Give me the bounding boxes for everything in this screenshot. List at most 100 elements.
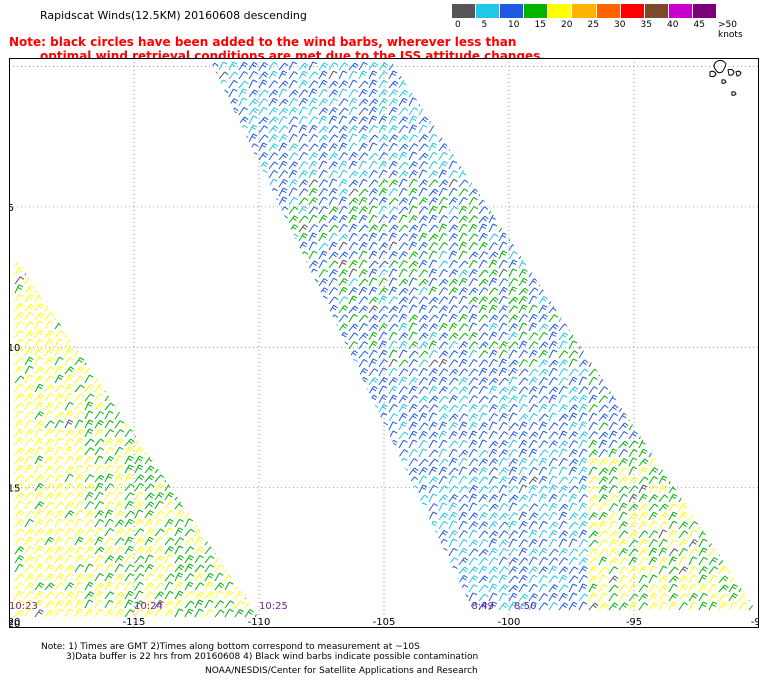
wind-barb bbox=[638, 511, 648, 521]
wind-barb bbox=[124, 554, 134, 564]
wind-barb bbox=[278, 134, 288, 143]
wind-barb bbox=[368, 260, 379, 269]
wind-barb bbox=[698, 538, 708, 548]
wind-barb bbox=[618, 458, 628, 467]
wind-barb bbox=[448, 421, 458, 431]
wind-barb bbox=[94, 491, 104, 501]
wind-barb bbox=[94, 546, 105, 555]
wind-barb bbox=[154, 483, 165, 492]
wind-barb bbox=[518, 484, 528, 494]
wind-barb bbox=[358, 322, 368, 332]
wind-barb bbox=[278, 152, 289, 161]
wind-barb bbox=[164, 573, 175, 582]
wind-barb bbox=[418, 259, 428, 269]
wind-barb bbox=[448, 332, 459, 341]
wind-barb bbox=[448, 259, 458, 269]
wind-barb bbox=[348, 332, 359, 341]
wind-barb bbox=[648, 584, 659, 593]
wind-barb bbox=[368, 205, 378, 215]
wind-barb bbox=[418, 134, 429, 143]
wind-barb bbox=[124, 545, 134, 555]
chart-title: Rapidscat Winds(12.5KM) 20160608 descend… bbox=[40, 9, 307, 22]
wind-barb bbox=[308, 250, 318, 260]
wind-barb bbox=[468, 413, 479, 422]
wind-barb bbox=[418, 215, 429, 224]
wind-barb bbox=[398, 233, 409, 242]
wind-barb bbox=[558, 493, 568, 503]
wind-barb bbox=[398, 287, 409, 296]
wind-barb bbox=[438, 341, 449, 350]
wind-barb bbox=[288, 116, 299, 125]
wind-barb bbox=[368, 340, 378, 350]
wind-barb bbox=[448, 187, 458, 197]
wind-barb bbox=[488, 538, 498, 548]
wind-barb bbox=[14, 347, 24, 357]
wind-barb bbox=[418, 197, 429, 206]
wind-barb bbox=[24, 330, 35, 339]
wind-barb bbox=[508, 376, 518, 386]
wind-barb bbox=[64, 599, 74, 609]
wind-barb bbox=[94, 554, 104, 564]
wind-barb bbox=[104, 572, 114, 582]
wind-barb bbox=[64, 446, 74, 456]
wind-barb bbox=[34, 537, 45, 546]
wind-barb bbox=[84, 374, 94, 384]
wind-barb bbox=[114, 510, 125, 519]
wind-barb bbox=[638, 602, 649, 611]
wind-barb bbox=[468, 493, 478, 503]
wind-barb bbox=[588, 539, 599, 548]
wind-barb bbox=[388, 377, 398, 386]
wind-barb bbox=[14, 519, 25, 528]
wind-barb bbox=[358, 88, 368, 98]
wind-barb bbox=[418, 286, 428, 296]
wind-barb bbox=[678, 593, 689, 602]
wind-barb bbox=[368, 142, 378, 152]
wind-barb bbox=[598, 556, 608, 566]
legend-label: 10 bbox=[508, 20, 520, 30]
wind-barb bbox=[598, 566, 609, 575]
wind-barb bbox=[698, 547, 708, 557]
wind-barb bbox=[184, 528, 195, 537]
wind-barb bbox=[228, 88, 238, 98]
wind-barb bbox=[578, 431, 589, 440]
wind-barb bbox=[54, 393, 65, 402]
wind-barb bbox=[398, 206, 409, 215]
wind-barb bbox=[578, 403, 588, 413]
wind-barb bbox=[318, 70, 328, 80]
wind-barb bbox=[328, 98, 338, 107]
wind-barb bbox=[598, 467, 609, 476]
wind-barb bbox=[528, 566, 539, 575]
wind-barb bbox=[328, 187, 338, 197]
wind-barb bbox=[328, 161, 339, 170]
wind-barb bbox=[388, 385, 398, 395]
wind-barb bbox=[328, 196, 338, 206]
wind-barb bbox=[418, 475, 428, 485]
wind-barb bbox=[658, 503, 669, 512]
wind-barb bbox=[468, 502, 478, 512]
wind-barb bbox=[44, 501, 55, 510]
wind-barb bbox=[638, 503, 649, 512]
wind-barb bbox=[298, 70, 308, 80]
wind-barb bbox=[94, 455, 104, 465]
wind-barb bbox=[64, 608, 74, 618]
wind-barb bbox=[458, 250, 468, 260]
wind-barb bbox=[588, 494, 599, 503]
wind-barb bbox=[668, 511, 678, 521]
wind-barb bbox=[398, 214, 408, 224]
wind-barb bbox=[348, 160, 358, 170]
wind-barb bbox=[288, 161, 299, 170]
wind-barb bbox=[488, 223, 498, 233]
wind-barb bbox=[538, 593, 548, 602]
wind-barb bbox=[498, 341, 509, 350]
wind-barb bbox=[518, 331, 528, 341]
wind-barb bbox=[598, 404, 609, 413]
wind-barb bbox=[688, 601, 698, 611]
wind-barb bbox=[388, 340, 398, 350]
wind-barb bbox=[648, 574, 658, 584]
wind-barb bbox=[518, 268, 528, 278]
wind-barb bbox=[428, 250, 438, 260]
wind-barb bbox=[538, 430, 548, 440]
wind-barb bbox=[438, 313, 448, 323]
wind-barb bbox=[558, 476, 569, 485]
wind-barb bbox=[678, 584, 688, 593]
